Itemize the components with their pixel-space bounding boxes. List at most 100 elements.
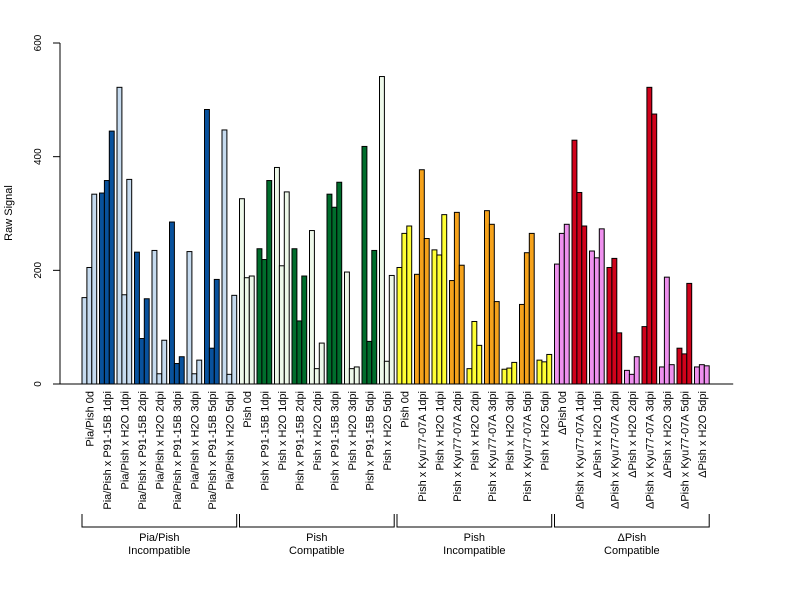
bar [301,275,308,385]
bar [248,275,255,385]
group-label-line2: Incompatible [128,545,190,557]
x-tick-label: Pia/Pish x H2O 3dpi [189,391,201,489]
group-bracket [239,514,395,528]
bar [361,145,368,385]
bar [616,332,623,385]
bar [318,342,325,385]
bar [589,250,595,385]
bar [449,280,455,385]
group-label-line1: ΔPish [617,532,646,544]
x-tick-label: ΔPish 0d [557,391,569,435]
group-label-line1: Pish [306,532,327,544]
bar [698,364,705,385]
bar [309,230,315,385]
bar [186,251,193,385]
x-tick-label: Pish 0d [242,391,254,428]
bar [681,353,688,385]
bar [628,373,635,385]
bar [204,108,210,385]
bar [501,368,508,385]
x-tick-label: ΔPish x H2O 5dpi [697,391,709,478]
bar [694,366,700,385]
bar [581,225,588,385]
bar [231,294,238,385]
bar [291,248,298,385]
bar [541,361,548,385]
bar [519,303,525,385]
bars [81,76,710,385]
bar [686,282,693,385]
x-tick-label: Pish x H2O 3dpi [347,391,359,470]
bar [598,228,605,385]
bar [191,373,198,385]
bar [161,339,168,385]
bar [466,368,473,385]
y-tick-label: 400 [33,148,44,165]
bar [388,274,395,385]
bar [563,223,570,385]
x-tick-label: Pish x H2O 2dpi [469,391,481,470]
bar [103,180,110,385]
x-tick-label: Pish x P91-15B 5dpi [364,391,376,491]
x-tick-label: ΔPish x Kyu77-07A 2dpi [609,391,621,509]
bar [86,266,93,385]
bar [641,326,648,385]
bar [493,301,500,385]
bar [379,76,385,385]
bar [646,86,653,385]
bar [274,166,280,385]
bar [348,368,355,385]
bar [221,129,228,385]
bar [668,364,675,385]
bar [143,298,150,385]
bar [488,223,495,385]
bar [266,180,273,385]
bar [523,252,530,385]
bar [554,263,560,385]
bar [296,320,303,385]
x-tick-label: Pish x Kyu77-07A 3dpi [487,391,499,502]
group-label-line1: Pia/Pish [139,532,179,544]
bar [471,320,478,385]
group-bracket [81,514,238,528]
bar [108,130,115,385]
x-tick-label: Pish x Kyu77-07A 1dpi [417,391,429,502]
bar [151,249,158,385]
bar [91,193,98,385]
group-bracket [554,514,710,528]
x-tick-label: Pish x Kyu77-07A 5dpi [522,391,534,502]
bar [116,86,123,385]
bar [633,356,640,385]
bar [121,294,128,385]
group-label-line2: Compatible [604,545,660,557]
bar [243,277,250,385]
x-tick-label: Pish x H2O 5dpi [382,391,394,470]
x-tick-label: Pish x P91-15B 1dpi [259,391,271,491]
bar [326,193,333,385]
x-tick-label: ΔPish x Kyu77-07A 5dpi [679,391,691,509]
bar [606,266,613,385]
x-tick-label: Pia/Pish x H2O 2dpi [154,391,166,489]
group-label-line2: Compatible [289,545,345,557]
bar [344,271,350,385]
bar [283,191,290,385]
x-tick-label: Pish x P91-15B 2dpi [294,391,306,491]
bar [659,366,665,385]
x-tick-label: Pish x H2O 5dpi [539,391,551,470]
bar [134,251,140,385]
bar [401,232,408,385]
group-brackets: Pia/PishIncompatiblePishCompatiblePishIn… [81,514,710,557]
bar [313,368,320,385]
bar [208,347,215,385]
bar [593,257,600,385]
group-label-line2: Incompatible [443,545,505,557]
bar [406,225,413,385]
bar [336,181,343,385]
y-tick-label: 200 [33,262,44,279]
x-tick-label: ΔPish x Kyu77-07A 1dpi [574,391,586,509]
bar [663,276,670,385]
group-bracket [396,514,553,528]
bar [99,192,105,385]
x-tick-label: Pia/Pish 0d [84,391,96,447]
bar [546,353,553,385]
